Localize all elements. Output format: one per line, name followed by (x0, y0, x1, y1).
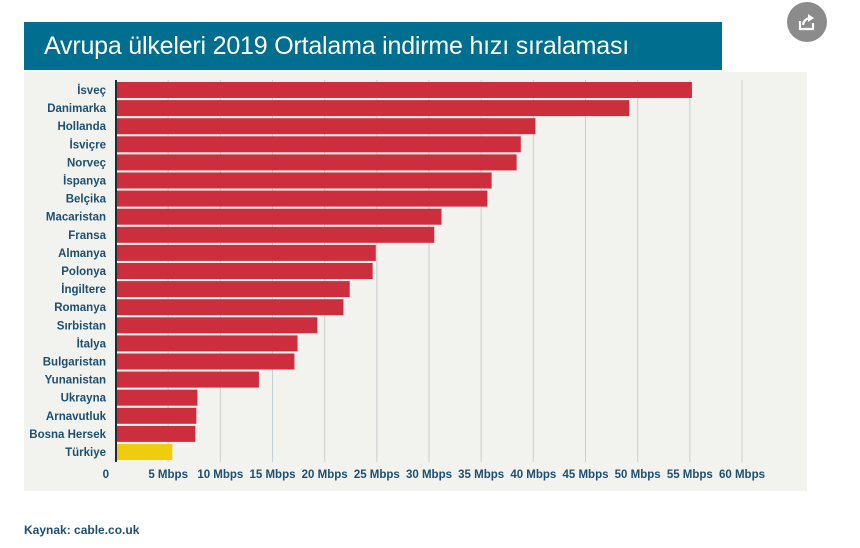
x-tick-label: 15 Mbps (249, 469, 295, 481)
bar (117, 226, 435, 243)
bar (117, 136, 521, 153)
category-label: Bulgaristan (43, 357, 106, 369)
category-label: Ukrayna (61, 393, 107, 405)
bar (117, 190, 488, 207)
category-label: Macaristan (46, 212, 106, 224)
category-label: İngiltere (61, 283, 106, 296)
category-label: Romanya (54, 302, 106, 314)
bar (117, 281, 350, 298)
x-tick-label: 25 Mbps (354, 469, 400, 481)
category-label: Fransa (68, 230, 106, 242)
category-label: İtalya (77, 337, 107, 350)
category-label: Bosna Hersek (29, 429, 106, 441)
category-label: Sırbistan (57, 320, 106, 332)
x-tick-label: 45 Mbps (562, 469, 608, 481)
bar (117, 208, 442, 225)
bar (117, 100, 630, 117)
share-icon (798, 14, 815, 31)
category-label: Yunanistan (45, 375, 106, 387)
category-label: Polonya (61, 266, 106, 278)
bar (117, 244, 376, 261)
bar (117, 172, 492, 189)
source-note: Kaynak: cable.co.uk (24, 523, 140, 537)
chart-title-bar: Avrupa ülkeleri 2019 Ortalama indirme hı… (24, 22, 722, 70)
x-tick-label: 5 Mbps (148, 469, 188, 481)
category-label: Hollanda (57, 121, 106, 133)
category-label: Danimarka (47, 103, 106, 115)
bar (117, 263, 373, 279)
x-tick-label: 55 Mbps (667, 469, 713, 481)
bar (117, 299, 344, 316)
bar (117, 407, 197, 424)
category-label: Türkiye (65, 447, 106, 459)
bar (117, 335, 298, 352)
bar (117, 425, 196, 442)
category-label: İsveç (77, 84, 106, 97)
category-label: Almanya (58, 248, 107, 260)
x-tick-label: 35 Mbps (458, 469, 504, 481)
category-label: Belçika (66, 194, 107, 206)
x-tick-label: 50 Mbps (615, 469, 661, 481)
x-tick-label: 60 Mbps (719, 469, 765, 481)
x-tick-label: 20 Mbps (302, 469, 348, 481)
bar (117, 82, 692, 98)
x-tick-label: 30 Mbps (406, 469, 452, 481)
bar (117, 371, 259, 388)
bar (117, 389, 198, 406)
bar (117, 154, 517, 171)
category-label: İspanya (63, 175, 106, 188)
x-tick-label: 0 (103, 469, 109, 481)
category-label: İsviçre (70, 138, 106, 151)
bar (117, 444, 173, 460)
bar (117, 317, 318, 334)
category-label: Arnavutluk (46, 411, 107, 423)
chart-title: Avrupa ülkeleri 2019 Ortalama indirme hı… (44, 32, 630, 60)
bar (117, 118, 536, 135)
x-tick-label: 40 Mbps (510, 469, 556, 481)
share-button[interactable] (787, 2, 827, 42)
category-label: Norveç (67, 157, 107, 169)
bar (117, 353, 295, 370)
x-tick-label: 10 Mbps (197, 469, 243, 481)
